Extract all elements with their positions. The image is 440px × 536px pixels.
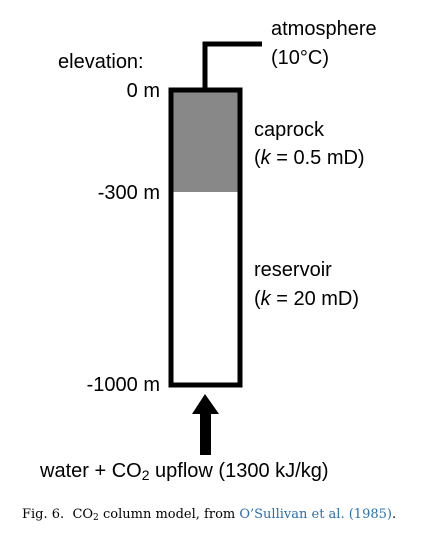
atmosphere-label: atmosphere xyxy=(271,17,377,41)
caprock-permeability: (k = 0.5 mD) xyxy=(254,147,365,169)
figure-number: Fig. 6. xyxy=(22,507,65,522)
elevation-heading: elevation: xyxy=(58,51,144,73)
figure-caption: Fig. 6. CO2 column model, from O’Sulliva… xyxy=(22,507,397,523)
elevation-bottom-label: -1000 m xyxy=(86,374,160,396)
elevation-caprock-base-label: -300 m xyxy=(97,182,160,204)
atmosphere-label-line1: atmosphere xyxy=(271,18,377,40)
column-outline xyxy=(168,87,243,388)
atmosphere-temperature: (10°C) xyxy=(271,47,330,69)
elevation-top-label: 0 m xyxy=(126,80,160,102)
caprock-label: caprock xyxy=(254,119,325,141)
caprock-layer xyxy=(173,92,238,192)
upflow-arrow-head xyxy=(192,394,219,414)
reservoir-permeability: (k = 20 mD) xyxy=(254,288,360,310)
upflow-label: water + CO2 upflow (1300 kJ/kg) xyxy=(40,460,329,483)
upflow-arrow-shaft xyxy=(200,412,211,455)
atmosphere-pipe xyxy=(202,41,262,92)
reservoir-layer xyxy=(173,192,238,383)
citation-link[interactable]: O’Sullivan et al. (1985) xyxy=(239,507,392,522)
reservoir-label: reservoir xyxy=(254,259,332,281)
